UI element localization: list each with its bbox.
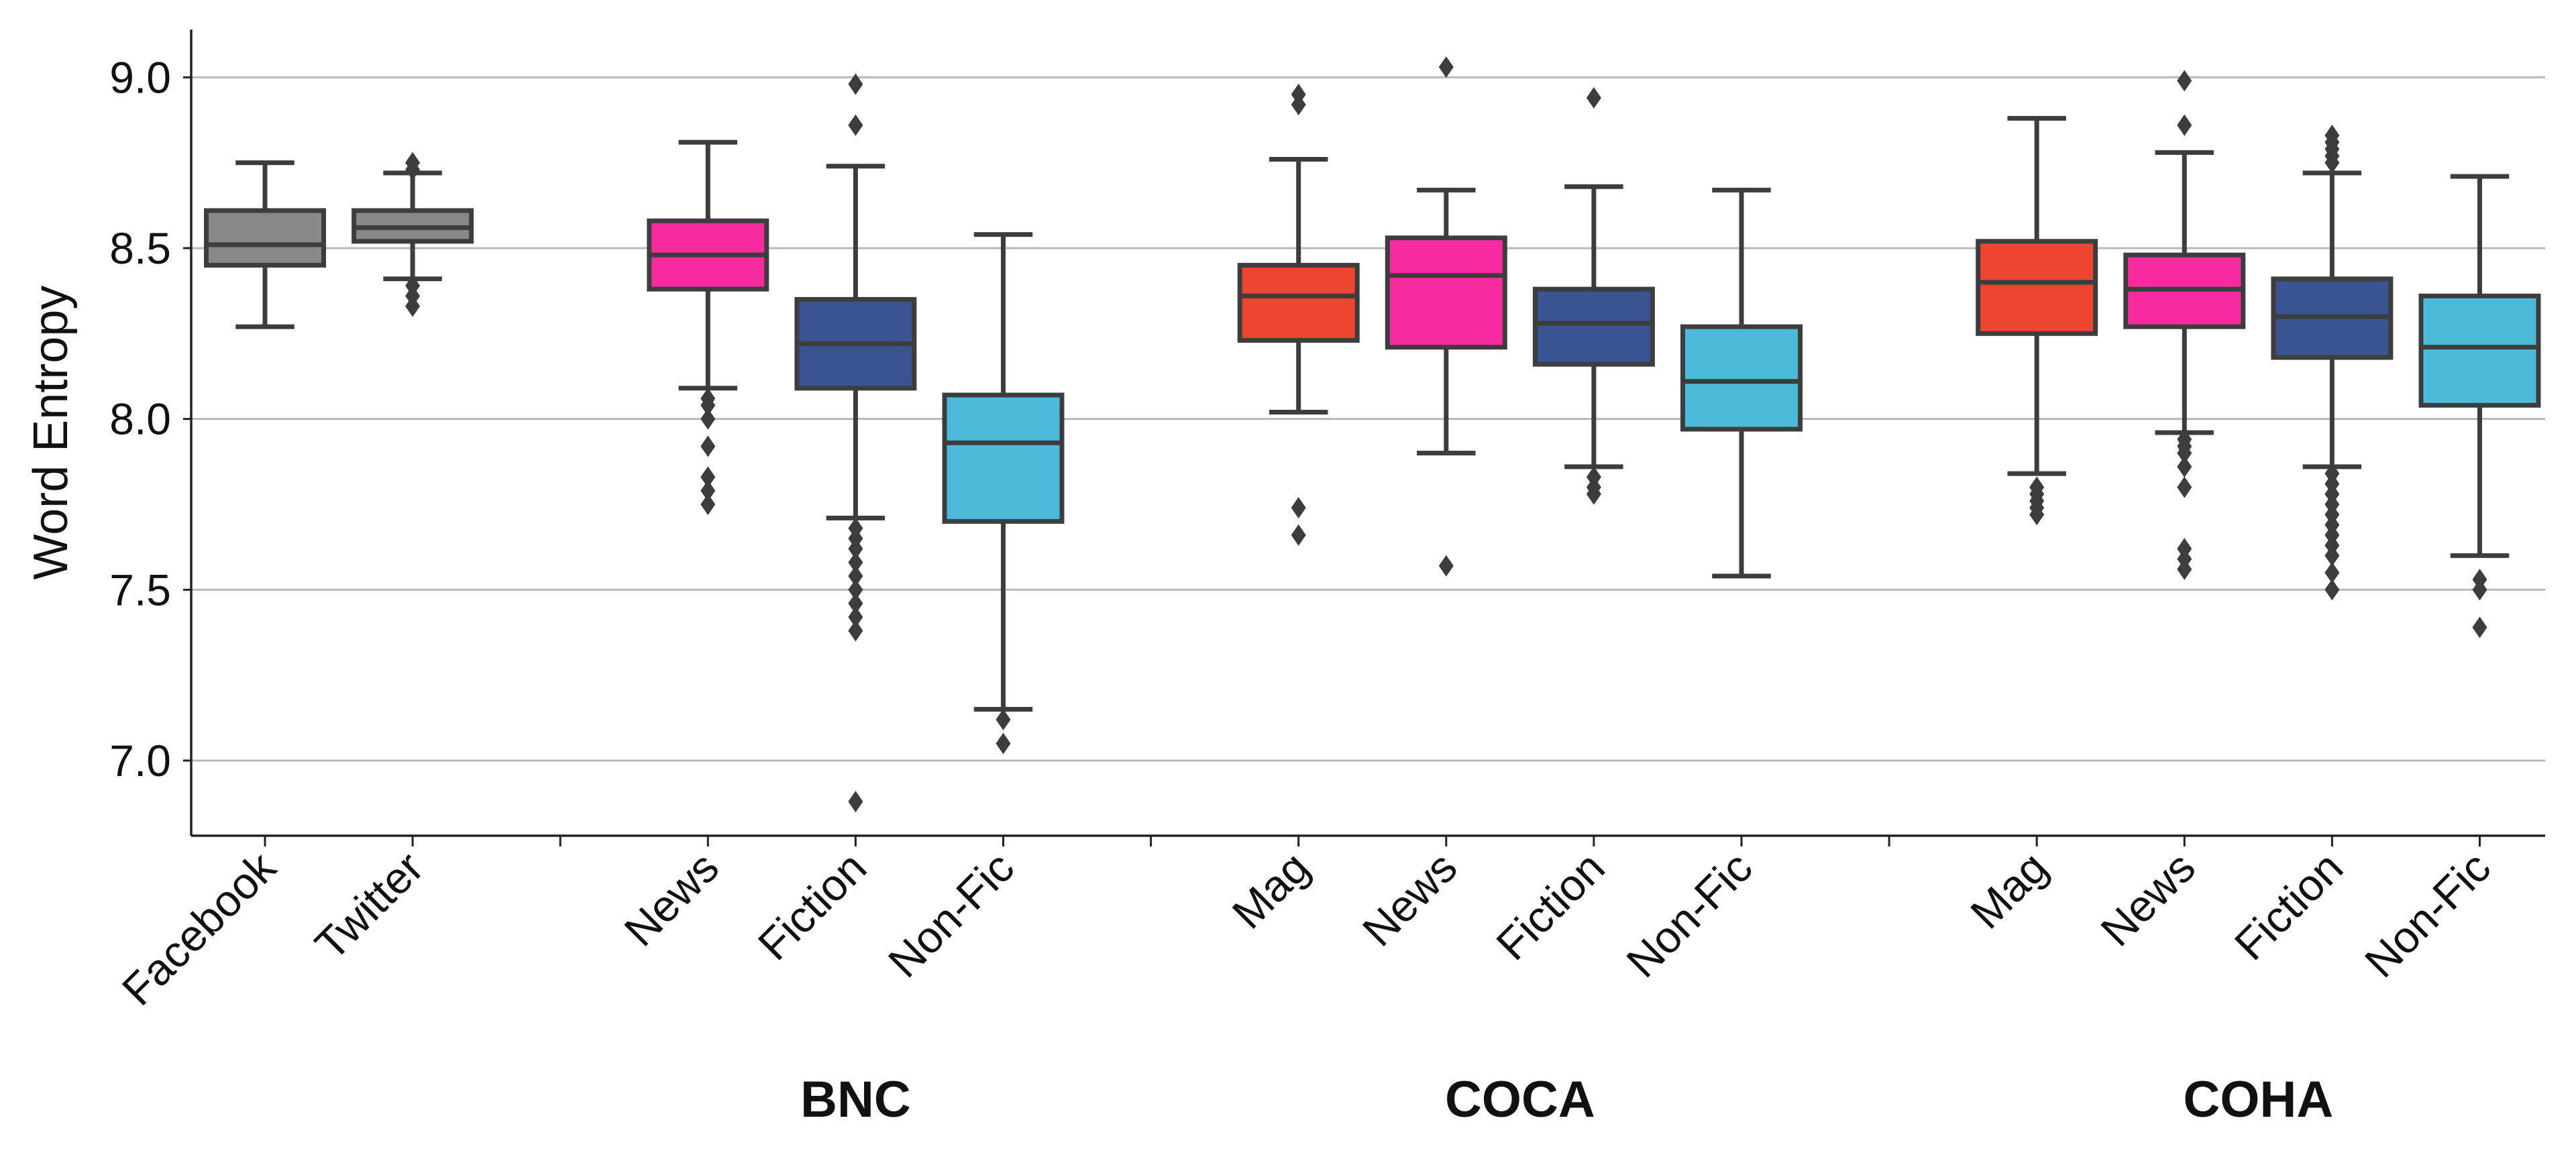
- x-tick-label: News: [614, 842, 728, 956]
- outlier-point: [1438, 555, 1454, 577]
- group-label: COHA: [2183, 1071, 2333, 1128]
- y-tick-label: 7.5: [109, 565, 171, 614]
- outlier-point: [996, 708, 1011, 730]
- box-body: [1237, 262, 1360, 343]
- x-tick-label: News: [1353, 842, 1466, 956]
- box-3: [794, 73, 917, 813]
- x-tick-label: Facebook: [113, 842, 286, 1015]
- x-tick-label: Non-Fic: [1617, 842, 1762, 987]
- outlier-point: [848, 606, 863, 628]
- outlier-point: [1291, 497, 1306, 519]
- box-body: [1532, 286, 1655, 367]
- outlier-point: [848, 620, 863, 642]
- box-body: [204, 208, 326, 268]
- box-body: [1680, 324, 1803, 432]
- outlier-point: [2472, 579, 2487, 601]
- box-body: [1385, 235, 1507, 350]
- outlier-point: [2472, 616, 2487, 639]
- group-labels: BNC COCA COHA: [800, 1071, 2333, 1128]
- y-ticks: 7.0 7.5 8.0 8.5 9.0: [109, 52, 191, 785]
- box-4: [942, 232, 1065, 755]
- box-10: [2123, 70, 2246, 580]
- box-11: [2271, 124, 2394, 601]
- outlier-point: [2029, 504, 2045, 526]
- x-tick-label: News: [2091, 842, 2204, 956]
- outlier-point: [848, 73, 863, 95]
- box-body: [942, 392, 1065, 524]
- x-tick-label: Mag: [1961, 842, 2057, 938]
- outlier-point: [1291, 83, 1306, 105]
- outlier-point: [848, 538, 863, 560]
- outlier-point: [848, 791, 863, 813]
- axes: [190, 30, 2545, 837]
- y-tick-label: 8.5: [109, 223, 171, 273]
- x-tick-label: Fiction: [2225, 842, 2353, 970]
- group-label: COCA: [1445, 1071, 1595, 1128]
- outlier-point: [2324, 545, 2340, 567]
- box-5: [1237, 83, 1360, 546]
- x-tick-label: Non-Fic: [879, 842, 1024, 987]
- outlier-point: [848, 565, 863, 587]
- outlier-point: [2324, 579, 2340, 601]
- outlier-point: [2177, 114, 2192, 136]
- outlier-point: [700, 394, 716, 417]
- outlier-point: [2324, 561, 2340, 584]
- x-tick-label: Fiction: [749, 842, 876, 970]
- x-tick-label: Fiction: [1487, 842, 1614, 970]
- box-9: [1976, 115, 2098, 526]
- outlier-point: [848, 579, 863, 601]
- outlier-point: [700, 408, 716, 430]
- outlier-point: [2177, 442, 2192, 464]
- outlier-point: [1586, 483, 1601, 505]
- y-tick-label: 8.0: [109, 394, 171, 444]
- outlier-point: [405, 152, 421, 174]
- outlier-point: [700, 466, 716, 488]
- gridlines: [191, 76, 2545, 762]
- x-tick-label: Non-Fic: [2355, 842, 2500, 987]
- outlier-point: [405, 274, 421, 296]
- outlier-point: [700, 480, 716, 502]
- box-body: [2418, 293, 2541, 408]
- outlier-point: [2177, 455, 2192, 478]
- outlier-point: [848, 551, 863, 573]
- x-tick-label: Twitter: [305, 842, 433, 970]
- outlier-point: [2324, 124, 2340, 146]
- outlier-point: [996, 732, 1011, 755]
- outlier-point: [1438, 56, 1454, 78]
- outlier-point: [1586, 87, 1601, 109]
- outlier-point: [1291, 524, 1306, 546]
- outlier-point: [2177, 476, 2192, 498]
- outlier-point: [700, 435, 716, 457]
- box-8: [1680, 187, 1803, 579]
- y-axis-title: Word Entropy: [24, 286, 78, 580]
- box-1: [352, 152, 474, 317]
- box-2: [647, 140, 769, 515]
- box-6: [1385, 56, 1507, 577]
- y-tick-label: 7.0: [109, 736, 171, 785]
- group-label: BNC: [800, 1071, 911, 1128]
- outlier-point: [2177, 558, 2192, 580]
- outlier-point: [848, 592, 863, 614]
- x-tick-label: Mag: [1222, 842, 1318, 938]
- box-7: [1532, 87, 1655, 505]
- boxes: [204, 56, 2541, 813]
- y-tick-label: 9.0: [109, 52, 171, 102]
- x-ticks: Facebook Twitter News Fiction Non-Fic Mag News…: [113, 836, 2500, 1015]
- box-0: [204, 160, 326, 329]
- box-12: [2418, 174, 2541, 639]
- outlier-point: [700, 493, 716, 515]
- outlier-point: [2177, 70, 2192, 92]
- box-body: [1976, 239, 2098, 336]
- outlier-point: [848, 114, 863, 136]
